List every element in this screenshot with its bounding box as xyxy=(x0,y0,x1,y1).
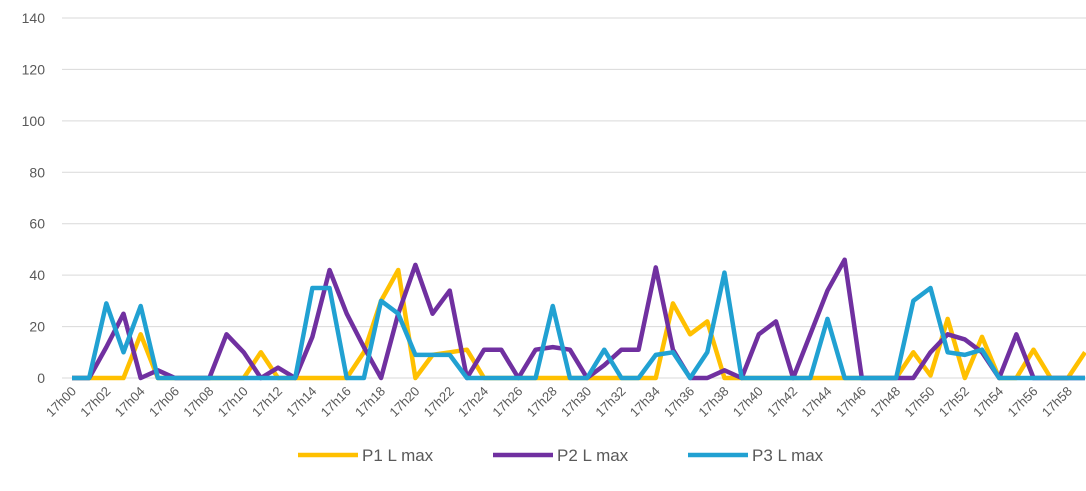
x-tick-label: 17h38 xyxy=(695,384,731,420)
x-tick-label: 17h08 xyxy=(180,384,216,420)
x-tick-label: 17h54 xyxy=(970,384,1006,420)
x-tick-label: 17h40 xyxy=(730,384,766,420)
x-tick-label: 17h56 xyxy=(1004,384,1040,420)
x-tick-label: 17h00 xyxy=(43,384,79,420)
x-tick-label: 17h58 xyxy=(1039,384,1075,420)
x-tick-label: 17h10 xyxy=(215,384,251,420)
x-tick-label: 17h42 xyxy=(764,384,800,420)
x-tick-label: 17h16 xyxy=(318,384,354,420)
x-tick-label: 17h30 xyxy=(558,384,594,420)
x-tick-label: 17h46 xyxy=(833,384,869,420)
y-tick-label: 0 xyxy=(37,370,45,386)
y-tick-label: 80 xyxy=(29,164,45,180)
x-tick-label: 17h22 xyxy=(421,384,457,420)
x-tick-label: 17h36 xyxy=(661,384,697,420)
y-tick-label: 120 xyxy=(22,61,46,77)
series-line xyxy=(72,257,1086,381)
x-tick-label: 17h44 xyxy=(798,384,834,420)
x-tick-label: 17h50 xyxy=(901,384,937,420)
legend-label: P1 L max xyxy=(362,446,434,465)
x-tick-label: 17h02 xyxy=(77,384,113,420)
x-tick-label: 17h32 xyxy=(592,384,628,420)
x-tick-label: 17h26 xyxy=(489,384,525,420)
x-tick-label: 17h24 xyxy=(455,384,491,420)
x-tick-label: 17h20 xyxy=(386,384,422,420)
x-tick-label: 17h48 xyxy=(867,384,903,420)
y-tick-label: 20 xyxy=(29,319,45,335)
y-tick-label: 40 xyxy=(29,267,45,283)
y-tick-label: 140 xyxy=(22,10,46,26)
x-tick-label: 17h52 xyxy=(936,384,972,420)
y-tick-label: 60 xyxy=(29,216,45,232)
x-tick-label: 17h14 xyxy=(283,384,319,420)
x-tick-label: 17h06 xyxy=(146,384,182,420)
x-tick-label: 17h34 xyxy=(627,384,663,420)
x-tick-label: 17h28 xyxy=(524,384,560,420)
x-tick-label: 17h04 xyxy=(112,384,148,420)
legend-label: P3 L max xyxy=(752,446,824,465)
series-line xyxy=(72,270,1086,381)
y-tick-label: 100 xyxy=(22,113,46,129)
x-tick-label: 17h12 xyxy=(249,384,285,420)
legend-label: P2 L max xyxy=(557,446,629,465)
x-tick-label: 17h18 xyxy=(352,384,388,420)
